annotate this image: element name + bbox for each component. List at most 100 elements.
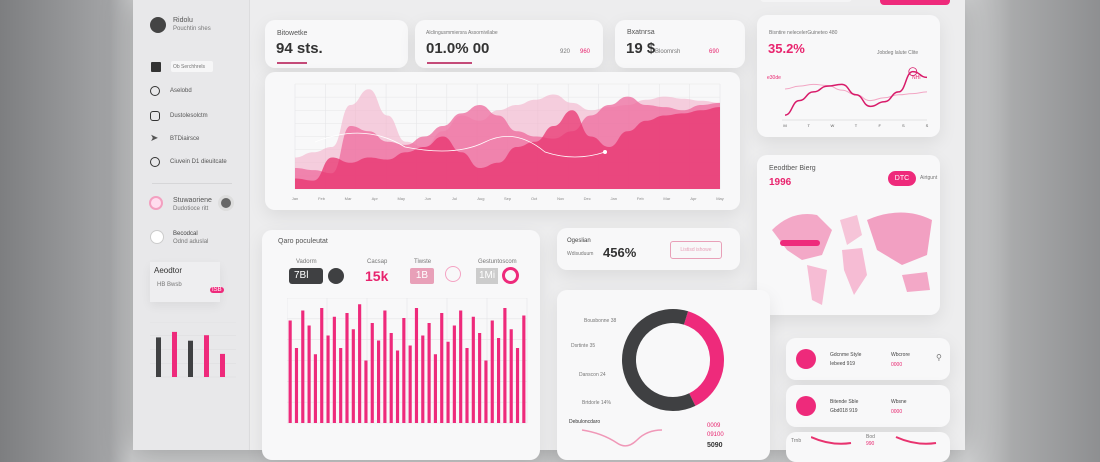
list-item[interactable]: Gdcnme Style Iebeed 919 Wbcrore 0000 ⚲ — [786, 338, 950, 380]
mini-bar-chart — [150, 322, 236, 378]
donut-label: Brtdorle 14% — [582, 400, 611, 406]
item-title: Trnb — [791, 438, 802, 444]
mini-widget-badge: ISB — [210, 287, 224, 293]
x-tick-label: Nov — [557, 196, 564, 201]
item-title: Bitende Sble — [830, 399, 859, 405]
mini-widget-label: HB Bwsb — [157, 282, 182, 288]
world-map — [772, 212, 932, 305]
bar — [351, 329, 355, 423]
mini-bar — [156, 337, 161, 377]
trend-line — [784, 70, 928, 116]
x-tick-label: May — [397, 196, 405, 201]
item-icon — [796, 396, 816, 416]
bar — [478, 333, 482, 423]
footer-value: 0009 — [707, 423, 721, 429]
footer-sparkline — [581, 429, 663, 447]
search-input[interactable] — [171, 61, 213, 72]
sidebar-item-search[interactable]: Ciuvein D1 dieuitcate — [150, 157, 227, 167]
trend-line-secondary — [784, 83, 928, 102]
donut-label: Dsrtinte 35 — [571, 343, 596, 349]
stat-extra: 960 — [580, 49, 591, 55]
bar — [440, 313, 444, 423]
bar — [484, 360, 488, 423]
bar — [465, 348, 469, 423]
top-search[interactable] — [760, 0, 852, 2]
sidebar-item-aselobd[interactable]: Aselobd — [150, 86, 192, 96]
bar — [522, 315, 526, 423]
metric-value: 1Mi — [476, 268, 498, 284]
donut-label: Bousbonne 38 — [584, 318, 617, 324]
chart-icon — [150, 86, 160, 96]
list-item[interactable]: Trnb Bod 990 — [786, 432, 950, 462]
mini-widget-title: Aeodtor — [154, 266, 183, 275]
stat-value: 94 sts. — [276, 40, 323, 57]
trend-card: Bisntire nelecelerGuineteo 480 35.2% Job… — [757, 15, 940, 137]
metric-icon — [328, 268, 344, 284]
x-tick-label: W — [830, 123, 834, 128]
bar — [377, 340, 381, 423]
donut-segment — [622, 309, 696, 411]
metric-label: Tiwste — [414, 259, 432, 265]
bar — [433, 354, 437, 423]
list-item[interactable]: Bitende Sble Gbd018 919 Wbsne 0000 — [786, 385, 950, 427]
bar — [452, 325, 456, 423]
metric-icon — [502, 267, 519, 284]
item-value: 0000 — [891, 409, 903, 415]
item-icon — [796, 349, 816, 369]
x-tick-label: Jan — [611, 196, 617, 201]
bar — [370, 323, 374, 423]
bar — [497, 338, 501, 423]
user-name: Ridolu — [173, 17, 193, 24]
item-sparkline — [811, 436, 937, 445]
stat-card-3: Bxatnrsa 19 $ Bloomrsh 690 — [615, 20, 745, 68]
profile-icon[interactable] — [149, 196, 163, 210]
bar — [509, 329, 513, 423]
x-tick-label: Mar — [345, 196, 353, 201]
avatar[interactable] — [150, 17, 166, 33]
bar — [383, 310, 387, 423]
bar — [320, 308, 324, 423]
bar — [313, 354, 317, 423]
x-tick-label: Jul — [452, 196, 457, 201]
bar — [414, 308, 419, 423]
x-tick-label: S — [926, 123, 929, 128]
x-tick-label: Dec — [584, 196, 591, 201]
conversion-button[interactable]: Listisd ishowe — [670, 241, 722, 259]
user-subtitle: Pouchtin shes — [173, 26, 211, 32]
item-sub: Gbd018 919 — [830, 408, 858, 414]
conversion-value: 456% — [603, 245, 637, 260]
bar — [307, 325, 311, 423]
x-tick-label: Jan — [292, 196, 298, 201]
stat-card-1: Bitowetke 94 sts. — [265, 20, 408, 68]
sidebar-item-messages[interactable]: Dustolesolctm — [150, 111, 208, 121]
map-value: 1996 — [769, 177, 792, 188]
bar — [339, 348, 343, 423]
avatar[interactable] — [218, 195, 234, 211]
mini-bar — [188, 340, 193, 377]
highlight-point — [603, 150, 607, 154]
x-tick-label: Oct — [531, 196, 538, 201]
bar — [471, 316, 475, 423]
bar — [421, 335, 425, 423]
sidebar-item-send[interactable]: ➤ BTDiairsce — [150, 133, 200, 144]
map-filter-button[interactable]: DTC — [888, 171, 916, 186]
x-tick-label: Mar — [663, 196, 671, 201]
stat-label: Bxatnrsa — [627, 29, 655, 36]
bar — [408, 345, 412, 423]
bar — [389, 333, 393, 423]
x-tick-label: F — [878, 123, 881, 128]
bar — [345, 313, 349, 423]
bar — [402, 318, 406, 423]
account-icon[interactable] — [150, 230, 164, 244]
item-sub: Iebeed 919 — [830, 361, 856, 367]
trend-marker: NHI — [912, 75, 921, 81]
donut-chart — [622, 309, 724, 411]
chat-icon — [150, 111, 160, 121]
x-tick-label: Feb — [318, 196, 326, 201]
top-action-button[interactable] — [880, 0, 950, 5]
bar-card-title: Qaro poculeutat — [278, 238, 328, 245]
profile-subtitle: Dudotioce ritt — [173, 206, 209, 212]
link-icon[interactable]: ⚲ — [936, 353, 942, 362]
stat-value: 01.0% 00 — [426, 40, 490, 57]
